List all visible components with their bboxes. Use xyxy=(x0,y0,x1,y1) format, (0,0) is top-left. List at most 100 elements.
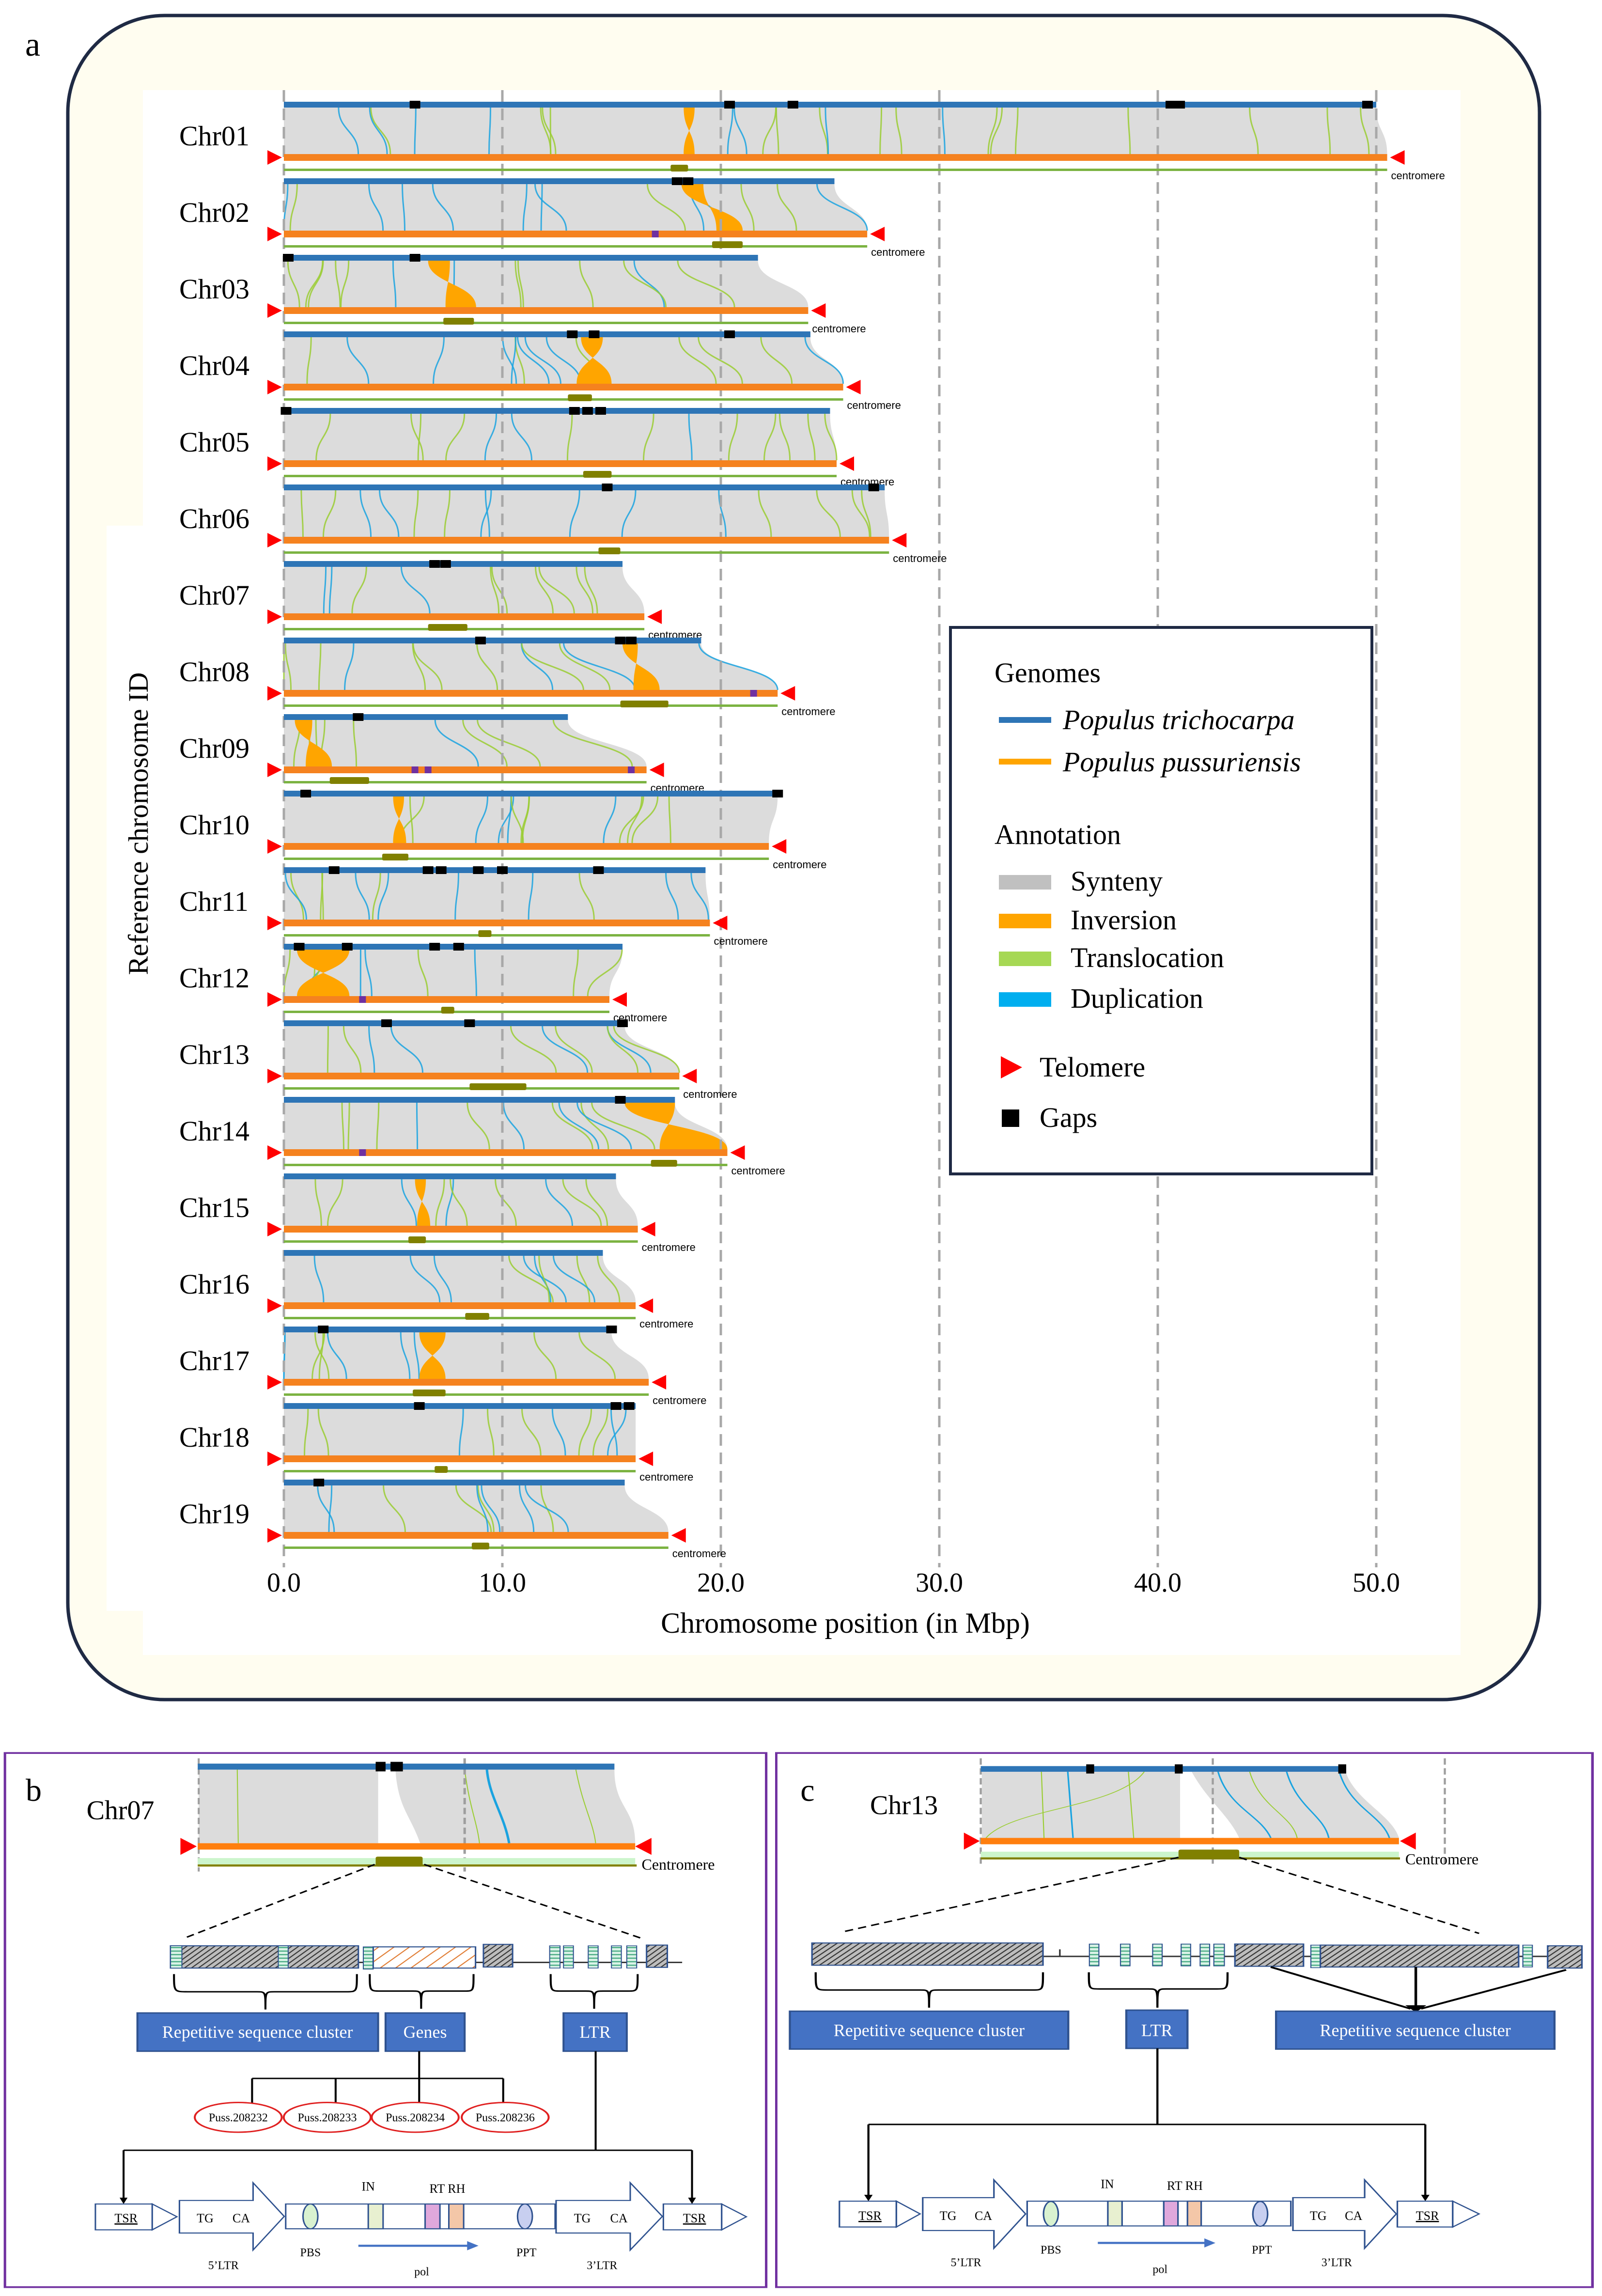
centromere-label: centromere xyxy=(731,1165,785,1177)
panel-c-border xyxy=(775,1752,1594,2288)
duplication-link xyxy=(480,490,492,537)
pussuriensis-bar xyxy=(284,231,868,237)
ltr-structure xyxy=(839,2178,1481,2250)
trichocarpa-bar xyxy=(284,944,623,950)
telomere-icon xyxy=(267,992,282,1007)
translocation-link xyxy=(304,1408,309,1456)
trichocarpa-bar xyxy=(284,561,623,567)
duplication-link xyxy=(816,184,868,231)
gap-marker xyxy=(610,1402,622,1410)
pussuriensis-bar xyxy=(284,920,710,926)
ltr-element xyxy=(563,1945,574,1968)
centromere-label: centromere xyxy=(642,1241,696,1253)
duplication-link xyxy=(665,873,679,920)
synteny-gap xyxy=(378,1769,420,1843)
ltr-element xyxy=(626,1945,638,1968)
gap-marker xyxy=(328,866,340,874)
translocation-link xyxy=(538,1255,550,1303)
duplication-link xyxy=(392,260,397,308)
translocation-link xyxy=(351,566,367,614)
duplication-link xyxy=(433,337,445,384)
duplication-link xyxy=(621,490,637,537)
translocation-link xyxy=(327,1026,329,1073)
duplication-link xyxy=(511,413,532,461)
repeat-block xyxy=(482,1944,513,1968)
legend-translocation-label: Translocation xyxy=(1071,942,1224,973)
translocation-link xyxy=(290,873,305,920)
pussuriensis-bar xyxy=(284,1379,649,1386)
telomere-icon xyxy=(840,456,855,471)
trichocarpa-bar xyxy=(284,1480,625,1485)
centromere-block xyxy=(435,1466,448,1473)
duplication-link xyxy=(390,1026,424,1073)
legend-telomere-icon xyxy=(1001,1056,1022,1078)
repeat-block xyxy=(170,1945,359,1969)
ca-label: CA xyxy=(610,2211,627,2225)
translocation-link xyxy=(607,1026,639,1073)
translocation-link xyxy=(579,260,594,308)
duplication-link xyxy=(603,796,617,843)
repetitive-cluster-label-right: Repetitive sequence cluster xyxy=(1320,2020,1510,2040)
legend-gaps-icon xyxy=(1002,1109,1019,1127)
gap-marker xyxy=(497,866,508,874)
duplication-link xyxy=(688,413,693,461)
pussuriensis-bar xyxy=(284,154,1387,161)
duplication-link xyxy=(534,184,567,231)
duplication-link xyxy=(433,1255,452,1303)
inversion-ribbon xyxy=(393,797,406,843)
ltr-element xyxy=(1522,1944,1533,1968)
duplication-link xyxy=(690,873,709,920)
genes-label: Genes xyxy=(404,2022,447,2042)
duplication-link xyxy=(524,337,561,384)
duplication-link xyxy=(528,873,534,920)
gap-marker xyxy=(409,254,420,262)
translocation-link xyxy=(775,107,779,155)
gap-marker xyxy=(464,1019,475,1027)
chromosome-label: Chr07 xyxy=(179,579,249,611)
trichocarpa-bar xyxy=(284,1097,675,1103)
rt-rh-label: RT RH xyxy=(430,2182,466,2196)
centromere-track xyxy=(284,934,710,937)
chromosome-label: Chr15 xyxy=(179,1192,249,1223)
inversion-ribbon xyxy=(295,720,332,766)
legend-pussuriensis-swatch xyxy=(999,759,1051,765)
telomere-icon xyxy=(267,150,282,165)
legend-genomes-title: Genomes xyxy=(995,657,1101,688)
ltr-label: LTR xyxy=(579,2022,611,2042)
translocation-link xyxy=(317,1408,329,1456)
chromosome-label: Chr16 xyxy=(179,1268,249,1300)
duplication-link xyxy=(698,643,778,690)
translocation-link xyxy=(578,873,595,920)
gap-marker xyxy=(318,1326,329,1333)
centromere-label: centromere xyxy=(893,552,947,564)
translocation-link xyxy=(412,643,426,690)
duplication-link xyxy=(413,1332,420,1379)
legend-trichocarpa-label: Populus trichocarpa xyxy=(1062,704,1294,735)
translocation-link xyxy=(613,1026,680,1073)
telomere-icon xyxy=(267,1069,282,1083)
chromosome-label: Chr17 xyxy=(179,1345,249,1376)
genes-box xyxy=(384,2012,466,2052)
telomere-icon xyxy=(267,1452,282,1466)
centromere-track xyxy=(284,1393,649,1396)
ltr-connector xyxy=(123,2051,693,2201)
telomere-icon xyxy=(267,1298,282,1313)
chromosome-label: Chr12 xyxy=(179,962,249,994)
translocation-link xyxy=(777,184,797,231)
centromere-label: Centromere xyxy=(641,1856,715,1873)
translocation-link xyxy=(477,1485,495,1532)
chromosome-label: Chr18 xyxy=(179,1421,249,1453)
ltr3-arrow xyxy=(555,2181,664,2252)
duplication-link xyxy=(344,643,355,690)
translocation-link xyxy=(698,337,743,384)
ltr5-arrow xyxy=(922,2178,1027,2250)
translocation-link xyxy=(315,413,331,461)
telomere-icon xyxy=(682,1069,697,1083)
duplication-link xyxy=(576,1102,632,1150)
telomere-icon xyxy=(267,839,282,854)
legend-synteny-swatch xyxy=(999,875,1051,890)
translocation-link xyxy=(627,796,643,843)
translocation-link xyxy=(476,643,498,690)
translocation-link xyxy=(990,107,1003,155)
pbs-label: PBS xyxy=(1041,2244,1061,2256)
